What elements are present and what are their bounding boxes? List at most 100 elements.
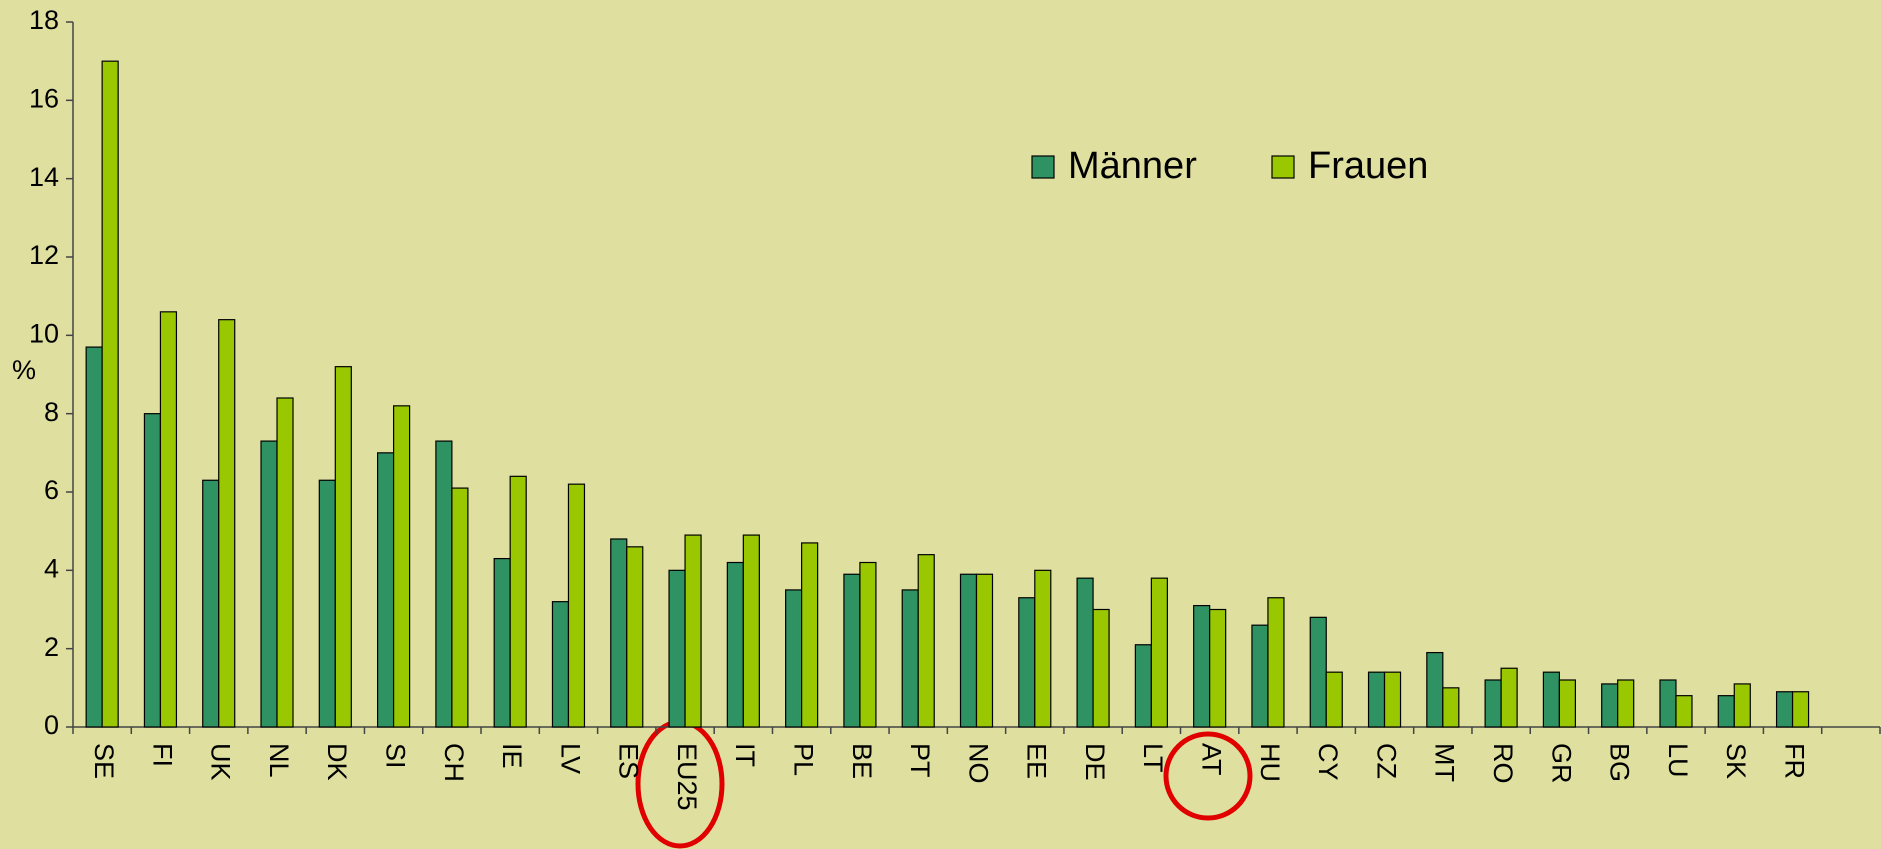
bar xyxy=(567,483,586,728)
bar xyxy=(1267,597,1285,728)
bar xyxy=(376,452,395,728)
x-tick-label: LU xyxy=(1663,743,1693,778)
bar xyxy=(1558,679,1577,728)
bar xyxy=(334,366,352,728)
x-tick-label: DK xyxy=(322,743,352,781)
bar xyxy=(801,542,819,728)
x-tick-label: PL xyxy=(789,743,819,776)
bar xyxy=(276,397,294,728)
bar xyxy=(392,405,411,728)
bar xyxy=(843,573,861,728)
legend-swatch xyxy=(1031,155,1055,179)
bar xyxy=(260,440,278,728)
bar xyxy=(1251,624,1269,728)
x-tick-label: BG xyxy=(1605,743,1635,782)
bar xyxy=(975,573,994,728)
bar xyxy=(1092,608,1110,728)
bar xyxy=(726,561,744,728)
y-tick-label: 2 xyxy=(44,632,59,662)
y-tick-label: 6 xyxy=(44,475,59,505)
bar xyxy=(1309,616,1327,728)
bar xyxy=(1325,671,1343,728)
bar xyxy=(668,569,686,728)
bar xyxy=(143,413,162,728)
legend-label: Männer xyxy=(1068,145,1197,187)
bar xyxy=(1442,687,1460,728)
bar xyxy=(218,319,236,728)
y-tick-label: 18 xyxy=(29,5,59,35)
bar xyxy=(509,475,527,728)
bar xyxy=(1076,577,1094,728)
x-tick-label: HU xyxy=(1255,743,1285,782)
bar xyxy=(1193,604,1211,728)
bar xyxy=(493,557,511,728)
bar xyxy=(1150,577,1168,728)
bar xyxy=(551,601,570,728)
bar xyxy=(318,479,336,728)
legend-label: Frauen xyxy=(1308,145,1428,187)
bar xyxy=(1617,679,1635,728)
bar xyxy=(1134,644,1152,728)
bar xyxy=(684,534,702,728)
x-tick-label: DE xyxy=(1080,743,1110,781)
y-tick-label: 8 xyxy=(44,397,59,427)
bar xyxy=(1717,695,1735,728)
x-tick-label: GR xyxy=(1546,743,1576,784)
y-tick-label: 16 xyxy=(29,83,59,113)
bar xyxy=(742,534,760,728)
x-tick-label: SK xyxy=(1721,743,1751,779)
bar xyxy=(901,589,919,728)
x-tick-label: FI xyxy=(147,743,177,767)
y-axis-label: % xyxy=(12,355,36,385)
x-tick-label: PT xyxy=(905,743,935,778)
y-tick-label: 10 xyxy=(29,318,59,348)
bar xyxy=(101,60,119,728)
x-tick-label: MT xyxy=(1430,743,1460,782)
x-tick-label: LV xyxy=(555,743,585,774)
x-tick-label: IT xyxy=(730,743,760,767)
x-tick-label: SI xyxy=(380,743,410,769)
bar xyxy=(1209,608,1227,728)
y-tick-label: 14 xyxy=(29,162,59,192)
x-tick-label: AT xyxy=(1197,743,1227,776)
x-tick-label: NO xyxy=(963,743,993,784)
legend-swatch xyxy=(1271,155,1295,179)
x-tick-label: CZ xyxy=(1371,743,1401,779)
x-tick-label: LT xyxy=(1138,743,1168,773)
bar xyxy=(1383,671,1402,728)
bar xyxy=(1484,679,1502,728)
x-tick-label: BE xyxy=(847,743,877,779)
bar xyxy=(1675,695,1693,728)
bar xyxy=(159,311,178,728)
x-tick-label: NL xyxy=(264,743,294,778)
bar xyxy=(1426,651,1444,728)
bar xyxy=(785,589,803,728)
x-tick-label: UK xyxy=(206,743,236,781)
bar xyxy=(1733,683,1751,728)
bar xyxy=(1500,667,1518,728)
bar xyxy=(1034,569,1052,728)
x-tick-label: IE xyxy=(497,743,527,769)
bar xyxy=(610,538,628,728)
x-tick-label: FR xyxy=(1779,743,1809,779)
bar xyxy=(435,440,453,728)
y-tick-label: 12 xyxy=(29,240,59,270)
x-tick-label: ES xyxy=(614,743,644,779)
highlight-circle xyxy=(1163,731,1253,821)
y-tick-label: 4 xyxy=(44,553,59,583)
x-tick-label: EU25 xyxy=(672,743,702,811)
bar xyxy=(1367,671,1386,728)
bar xyxy=(859,561,877,728)
bar xyxy=(1018,597,1036,728)
bar xyxy=(917,554,935,728)
y-tick-label: 0 xyxy=(44,710,59,740)
bar xyxy=(1775,691,1794,728)
bar xyxy=(202,479,220,728)
x-tick-label: EE xyxy=(1022,743,1052,779)
bar xyxy=(1659,679,1677,728)
x-tick-label: CH xyxy=(439,743,469,782)
bar xyxy=(1542,671,1561,728)
x-tick-label: CY xyxy=(1313,743,1343,781)
x-tick-label: SE xyxy=(89,743,119,779)
